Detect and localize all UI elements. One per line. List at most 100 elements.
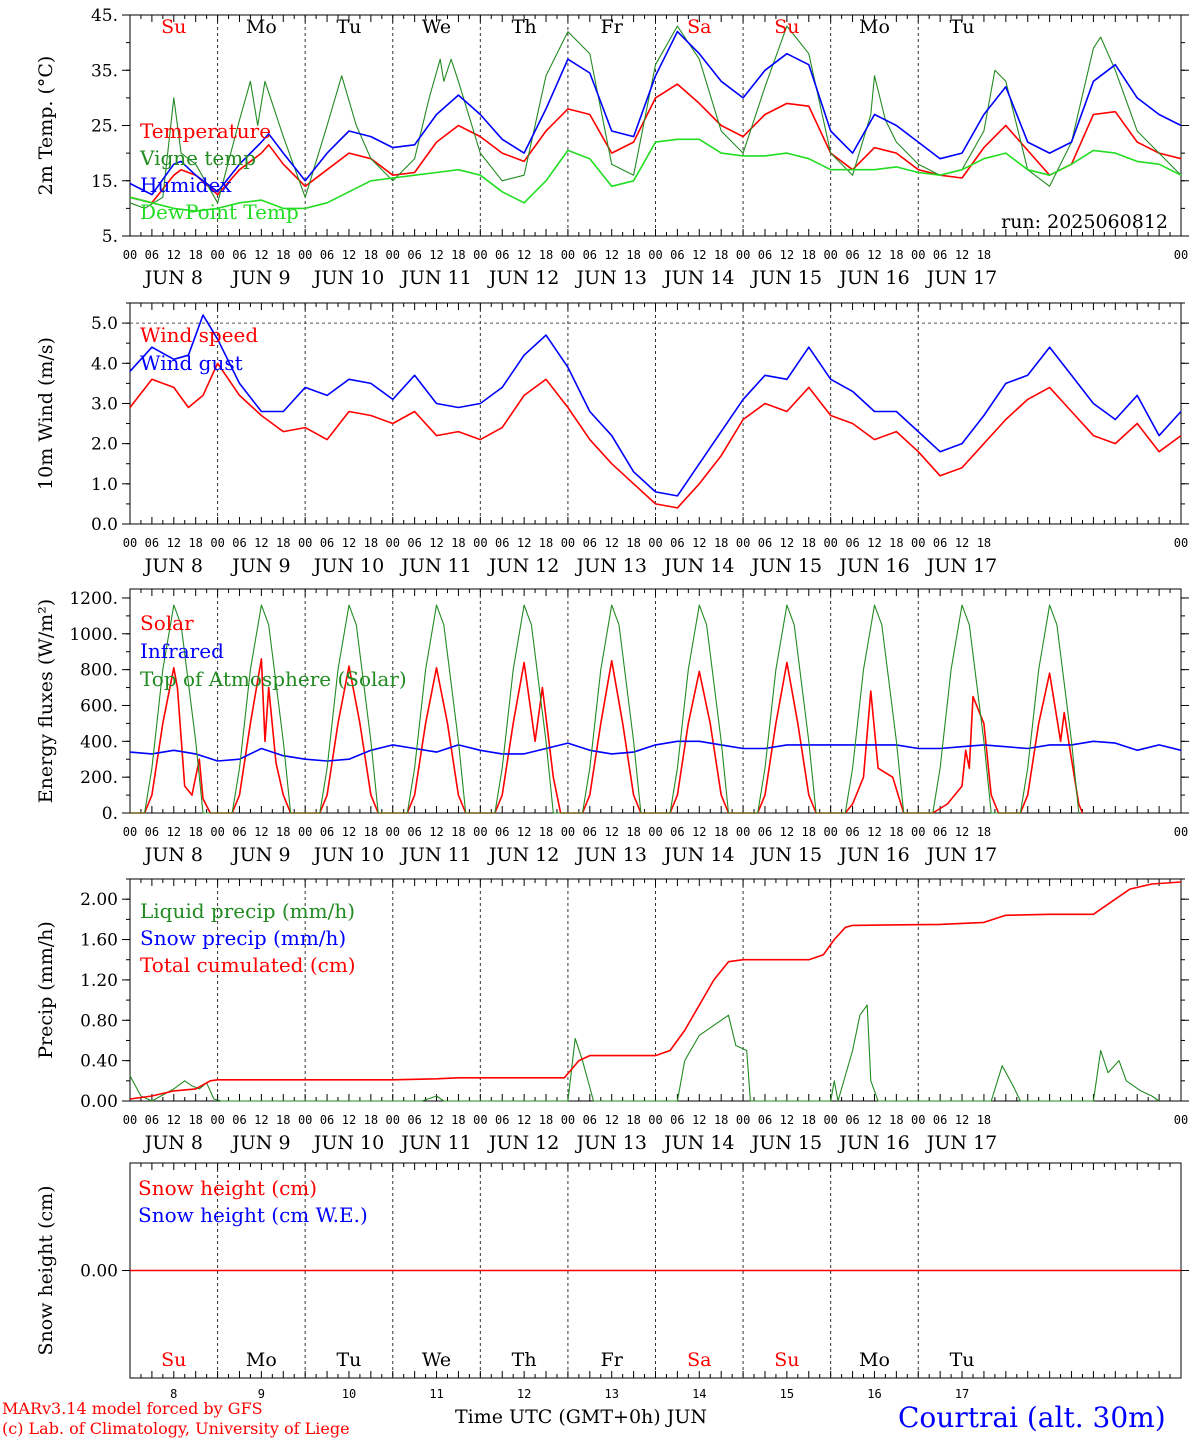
- y-tick-label: 0.: [102, 804, 118, 824]
- day-of-week-label: Mo: [859, 1349, 890, 1371]
- date-label: JUN 13: [574, 555, 646, 577]
- hour-label: 18: [451, 248, 465, 262]
- day-of-week-label: Fr: [601, 1349, 624, 1371]
- date-label: JUN 8: [143, 555, 203, 577]
- hour-label: 00: [561, 1113, 575, 1127]
- model-credit: MARv3.14 model forced by GFS: [2, 1399, 263, 1418]
- hour-label: 12: [342, 825, 356, 839]
- hour-label: 06: [407, 536, 421, 550]
- hour-label: 12: [254, 1113, 268, 1127]
- series-vigne-temp: [129, 25, 1182, 209]
- snow-y-axis-title: Snow height (cm): [35, 1185, 57, 1355]
- hour-label: 00: [911, 825, 925, 839]
- series-temperature: [129, 83, 1182, 204]
- hour-label: 18: [977, 1113, 991, 1127]
- hour-label: 06: [495, 1113, 509, 1127]
- hour-label: 18: [276, 825, 290, 839]
- day-of-week-label: Tu: [950, 16, 975, 38]
- hour-label: 12: [429, 825, 443, 839]
- hour-label: 12: [254, 536, 268, 550]
- date-label: JUN 9: [230, 555, 290, 577]
- hour-label: 00: [298, 1113, 312, 1127]
- hour-label: 06: [232, 248, 246, 262]
- energy-y-axis-title: Energy fluxes (W/m²): [35, 599, 57, 803]
- hour-label: 00: [386, 825, 400, 839]
- legend-entry: Total cumulated (cm): [140, 953, 356, 977]
- hour-label: 12: [604, 1113, 618, 1127]
- hour-label: 12: [167, 536, 181, 550]
- y-tick-label: 800.: [80, 661, 118, 681]
- hour-label: 00: [911, 536, 925, 550]
- legend-entry: Temperature: [140, 119, 271, 143]
- hour-label: 06: [758, 825, 772, 839]
- panel-energy: 0. 200. 400. 600. 800. 1000. 1200. Energy fluxe…: [35, 588, 1189, 866]
- legend-entry: Snow height (cm W.E.): [138, 1203, 368, 1227]
- date-label: JUN 14: [662, 1132, 734, 1154]
- y-tick-label: 400.: [80, 732, 118, 752]
- hour-label: 18: [714, 248, 728, 262]
- date-label: JUN 10: [312, 844, 384, 866]
- hour-label: 00: [123, 1113, 137, 1127]
- hour-label: 00: [1174, 825, 1188, 839]
- date-label: JUN 13: [574, 844, 646, 866]
- run-label: run: 2025060812: [1001, 211, 1168, 233]
- day-of-week-label: Mo: [246, 16, 277, 38]
- y-tick-label: 2.00: [80, 890, 118, 910]
- date-label: JUN 13: [574, 267, 646, 289]
- day-number-label: 14: [692, 1387, 706, 1401]
- hour-label: 00: [473, 1113, 487, 1127]
- hour-label: 06: [495, 536, 509, 550]
- day-of-week-label: Sa: [687, 1349, 711, 1371]
- hour-label: 18: [364, 825, 378, 839]
- hour-label: 18: [802, 1113, 816, 1127]
- panels: 5. 15. 25. 35. 45. 2m Temp. (°C) Temperature Vi…: [35, 6, 1189, 1401]
- hour-label: 12: [429, 248, 443, 262]
- hour-label: 18: [626, 1113, 640, 1127]
- hour-label: 06: [232, 1113, 246, 1127]
- hour-label: 06: [320, 1113, 334, 1127]
- date-label: JUN 14: [662, 844, 734, 866]
- series-wind-speed: [129, 362, 1182, 509]
- hour-label: 00: [911, 248, 925, 262]
- x-axis-title: Time UTC (GMT+0h) JUN: [455, 1406, 707, 1428]
- hour-label: 18: [451, 1113, 465, 1127]
- series-dewpoint-temp: [129, 138, 1182, 212]
- hour-label: 18: [539, 248, 553, 262]
- hour-label: 12: [604, 248, 618, 262]
- day-of-week-label: Tu: [950, 1349, 975, 1371]
- hour-label: 00: [210, 248, 224, 262]
- hour-label: 00: [123, 248, 137, 262]
- hour-label: 06: [933, 825, 947, 839]
- legend-entry: Solar: [140, 611, 194, 635]
- hour-label: 06: [583, 536, 597, 550]
- day-number-label: 15: [780, 1387, 794, 1401]
- hour-label: 12: [692, 248, 706, 262]
- hour-label: 18: [714, 1113, 728, 1127]
- hour-label: 06: [145, 248, 159, 262]
- hour-label: 18: [188, 825, 202, 839]
- date-label: JUN 15: [750, 267, 822, 289]
- hour-label: 06: [758, 536, 772, 550]
- hour-label: 00: [473, 536, 487, 550]
- hour-label: 00: [1174, 1113, 1188, 1127]
- hour-label: 00: [736, 825, 750, 839]
- hour-label: 00: [298, 536, 312, 550]
- y-tick-label: 5.: [102, 227, 118, 247]
- day-number-label: 16: [867, 1387, 881, 1401]
- hour-label: 18: [539, 825, 553, 839]
- day-of-week-label: Th: [512, 16, 537, 38]
- hour-label: 00: [911, 1113, 925, 1127]
- legend-entry: Infrared: [140, 639, 224, 663]
- hour-label: 00: [823, 825, 837, 839]
- wind-y-axis-title: 10m Wind (m/s): [35, 337, 57, 490]
- date-label: JUN 14: [662, 555, 734, 577]
- hour-label: 06: [145, 825, 159, 839]
- hour-label: 18: [889, 1113, 903, 1127]
- hour-label: 12: [692, 825, 706, 839]
- hour-label: 00: [736, 1113, 750, 1127]
- hour-label: 06: [670, 536, 684, 550]
- hour-label: 12: [780, 248, 794, 262]
- hour-label: 18: [626, 536, 640, 550]
- hour-label: 18: [539, 536, 553, 550]
